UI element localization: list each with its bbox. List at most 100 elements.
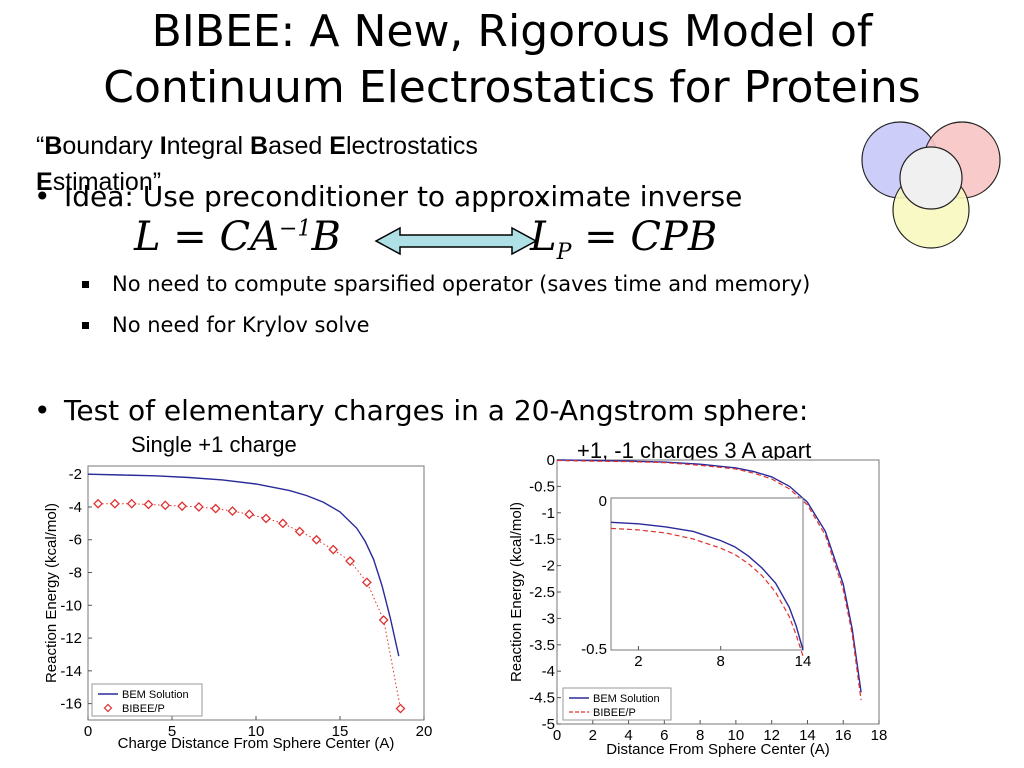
bibee-diamond-marker (294, 526, 305, 537)
slide-title: BIBEE: A New, Rigorous Model of Continuu… (0, 4, 1024, 116)
acronym-word: stimation (52, 168, 153, 196)
bibee-diamond-marker (109, 498, 120, 509)
inset-series-bibee (610, 527, 804, 657)
x-axis-label: Distance From Sphere Center (A) (606, 741, 829, 758)
title-line-1: BIBEE: A New, Rigorous Model of (151, 6, 873, 57)
bibee-diamond-marker (395, 703, 406, 714)
close-quote: ” (152, 168, 162, 196)
chart-1-title: Single +1 charge (131, 432, 297, 457)
y-tick-label: -12 (60, 630, 82, 647)
chart-2-legend: BEM Solution BIBEE/P (562, 687, 672, 721)
bullet-test: • Test of elementary charges in a 20-Ang… (34, 394, 964, 428)
subbullet-2-text: No need for Krylov solve (112, 313, 370, 337)
bibee-diamond-marker (193, 502, 204, 512)
legend-box (562, 687, 672, 721)
bibee-diamond-marker (126, 498, 137, 509)
y-tick-label: -1 (542, 505, 555, 522)
y-tick-label: -5 (542, 716, 555, 733)
subbullet-1: No need to compute sparsified operator (… (82, 270, 1012, 298)
double-arrow-icon (374, 226, 538, 256)
y-axis-label: Reaction Energy (kcal/mol) (508, 502, 525, 682)
x-tick-label: 4 (624, 727, 632, 744)
square-bullet-icon (82, 322, 89, 329)
square-bullet-icon (82, 281, 89, 288)
venn-logo-icon (861, 121, 1001, 249)
x-tick-label: 6 (660, 727, 668, 744)
x-tick-label: 14 (799, 727, 816, 744)
bibee-diamond-marker (345, 556, 355, 566)
y-tick-label: -2.5 (529, 584, 555, 601)
equation-left: L = CA−1B (134, 214, 341, 260)
chart-single-charge: 0 5 10 15 20 -2 -4 -6 -8 -10 -12 -14 -16 Charge Dista… (43, 465, 433, 752)
acronym-letter: E (36, 168, 53, 196)
acronym-word: lectrostatics (345, 132, 478, 160)
bibee-diamond-marker (361, 577, 372, 588)
inset-x-tick-label: 2 (634, 653, 642, 670)
acronym-word: ased (268, 132, 330, 160)
x-axis-label: Charge Distance From Sphere Center (A) (118, 735, 395, 752)
x-tick-label: 10 (248, 723, 265, 740)
chart-1-plot-area (87, 465, 425, 721)
chart-2-title: +1, -1 charges 3 A apart (577, 438, 812, 463)
y-tick-label: 0 (547, 452, 555, 469)
x-tick-label: 16 (835, 727, 852, 744)
bullet-idea-text: Idea: Use preconditioner to approximate … (64, 180, 743, 213)
bibee-diamond-marker (378, 615, 389, 625)
bibee-diamond-marker (277, 518, 288, 529)
inset-x-tick-label: 14 (795, 653, 812, 670)
y-tick-label: -2 (69, 466, 82, 483)
inset-plot: 2 8 140-0.5 (581, 493, 811, 670)
bibee-diamond-marker (143, 499, 154, 510)
bibee-diamond-marker (261, 513, 271, 524)
x-tick-label: 12 (763, 727, 780, 744)
bibee-diamond-marker (244, 509, 255, 520)
legend-label-bibee: BIBEE/P (593, 707, 636, 719)
x-tick-label: 8 (696, 727, 704, 744)
bullet-test-text: Test of elementary charges in a 20-Angst… (64, 394, 809, 427)
series-bem-line (556, 459, 862, 693)
bibee-diamond-marker (160, 500, 171, 511)
bibee-diamond-marker (177, 501, 187, 512)
inset-y-tick-label: 0 (599, 493, 607, 510)
bullet-dot: • (34, 180, 51, 213)
y-tick-label: -0.5 (529, 478, 555, 495)
bibee-diamond-marker (311, 534, 322, 545)
acronym-subtitle: “Boundary Integral Based Electrostatics E… (36, 128, 676, 200)
y-tick-label: -1.5 (529, 531, 555, 548)
y-tick-label: -4 (542, 663, 555, 680)
legend-label-bem: BEM Solution (122, 689, 189, 701)
bibee-diamond-marker (227, 506, 238, 516)
y-tick-label: -3.5 (529, 637, 555, 654)
acronym-letter: B (250, 132, 269, 160)
y-tick-label: -8 (69, 565, 82, 582)
acronym-letter: I (159, 132, 167, 160)
chart-dipole-charges: 0 2 4 6 8 10 12 14 16 18 0 -0.5 -1 -1.5 -2 -2.5 -3 -3.5 -4… (508, 452, 888, 758)
legend-label-bem: BEM Solution (593, 693, 660, 705)
y-tick-label: -14 (60, 663, 82, 680)
inset-series-bem (610, 521, 804, 651)
legend-swatch-bibee (103, 703, 113, 713)
title-line-2: Continuum Electrostatics for Proteins (103, 62, 921, 113)
inset-plot-area (610, 497, 804, 651)
subbullet-1-text: No need to compute sparsified operator (… (112, 272, 811, 296)
bibee-diamond-marker (328, 544, 339, 555)
acronym-word: ntegral (166, 132, 251, 160)
bibee-diamond-marker (210, 503, 221, 514)
acronym-word: oundary (62, 132, 160, 160)
y-tick-label: -3 (542, 610, 555, 627)
venn-circle-center (899, 146, 963, 210)
x-tick-label: 20 (416, 723, 433, 740)
y-tick-label: -4.5 (529, 690, 555, 707)
x-tick-label: 10 (728, 727, 745, 744)
x-tick-label: 5 (168, 723, 176, 740)
x-tick-label: 2 (589, 727, 597, 744)
legend-box (91, 683, 203, 717)
x-tick-label: 18 (871, 727, 888, 744)
bullet-idea: • Idea: Use preconditioner to approximat… (34, 180, 864, 214)
y-tick-label: -16 (60, 696, 82, 713)
acronym-letter: E (329, 132, 346, 160)
y-tick-label: -2 (542, 558, 555, 575)
legend-label-bibee: BIBEE/P (122, 703, 165, 715)
